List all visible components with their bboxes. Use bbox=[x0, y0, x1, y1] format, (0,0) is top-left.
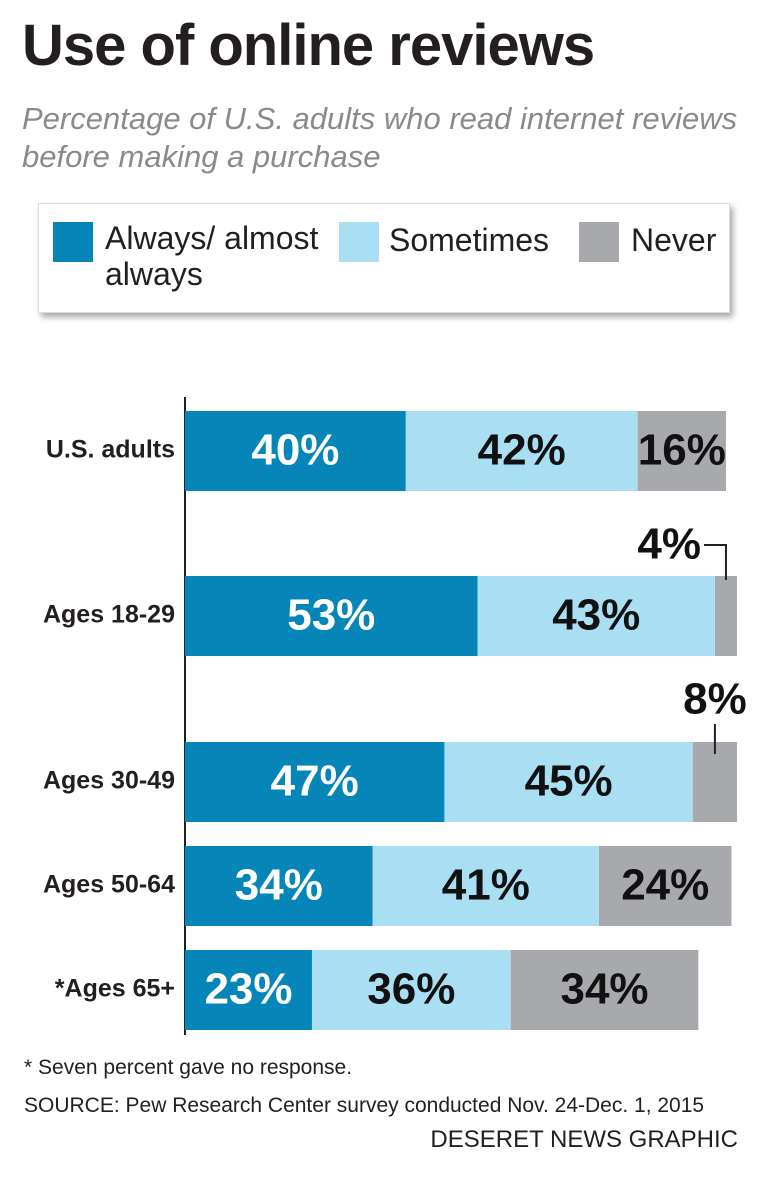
y-tick-label: Ages 50-64 bbox=[43, 871, 175, 899]
data-label: 42% bbox=[478, 426, 566, 475]
data-label: 4% bbox=[637, 520, 701, 569]
bar-segment bbox=[372, 846, 599, 926]
chart-title: Use of online reviews bbox=[22, 13, 595, 78]
legend-label: Always/ almost always bbox=[105, 220, 319, 292]
bar-segment bbox=[185, 950, 312, 1030]
data-label: 53% bbox=[287, 591, 375, 640]
y-tick-label: U.S. adults bbox=[46, 436, 175, 464]
data-label: 34% bbox=[560, 965, 648, 1014]
data-label: 8% bbox=[683, 675, 747, 724]
bar-segment bbox=[714, 576, 737, 656]
legend-swatch bbox=[53, 222, 93, 262]
bar-segment bbox=[599, 846, 732, 926]
data-label: 36% bbox=[367, 965, 455, 1014]
legend-label: Never bbox=[631, 222, 717, 258]
data-label: 43% bbox=[552, 591, 640, 640]
legend-swatch bbox=[339, 222, 379, 262]
data-label: 47% bbox=[271, 757, 359, 806]
data-label: 40% bbox=[251, 426, 339, 475]
data-label: 23% bbox=[204, 965, 292, 1014]
y-tick-label: *Ages 65+ bbox=[55, 975, 175, 1003]
bar-segment bbox=[311, 950, 511, 1030]
data-label: 16% bbox=[638, 426, 726, 475]
bar-segment bbox=[185, 576, 478, 656]
footnote: * Seven percent gave no response. bbox=[24, 1056, 353, 1079]
bar-segment bbox=[444, 742, 693, 822]
legend-label: Sometimes bbox=[389, 222, 550, 258]
data-label: 45% bbox=[525, 757, 613, 806]
bar-segment bbox=[185, 742, 445, 822]
y-tick-label: Ages 30-49 bbox=[43, 767, 175, 795]
chart-subtitle: Percentage of U.S. adults who read inter… bbox=[22, 101, 738, 174]
legend-swatch bbox=[579, 222, 619, 262]
bar-segment bbox=[637, 411, 726, 491]
data-label: 34% bbox=[235, 861, 323, 910]
legend: Always/ almost always Sometimes Never bbox=[38, 203, 730, 313]
y-tick-label: Ages 18-29 bbox=[43, 601, 175, 629]
source: SOURCE: Pew Research Center survey condu… bbox=[24, 1094, 705, 1117]
bar-segment bbox=[477, 576, 715, 656]
data-label: 24% bbox=[621, 861, 709, 910]
bar-segment bbox=[510, 950, 699, 1030]
bar-segment bbox=[185, 846, 373, 926]
bar-segment bbox=[185, 411, 406, 491]
bar-segment bbox=[405, 411, 638, 491]
credit: DESERET NEWS GRAPHIC bbox=[430, 1126, 738, 1153]
leader-line bbox=[703, 544, 727, 580]
data-label: 41% bbox=[442, 861, 530, 910]
bar-segment bbox=[692, 742, 737, 822]
